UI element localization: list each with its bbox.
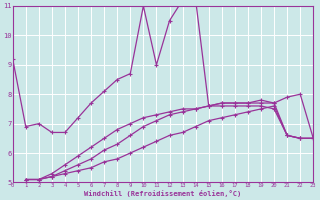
X-axis label: Windchill (Refroidissement éolien,°C): Windchill (Refroidissement éolien,°C) [84,190,242,197]
